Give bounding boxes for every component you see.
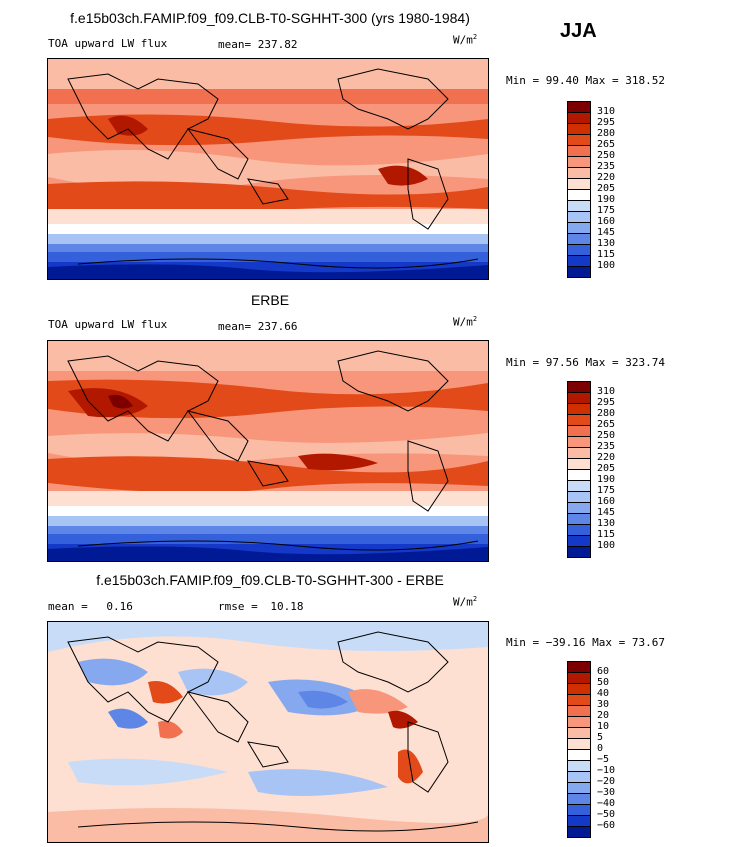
panel2-units: W/m2 [453, 315, 477, 329]
panel2-colorbar: 310 295 280 265 250 235 220 205 190 175 160 145 130 1… [567, 381, 637, 558]
colorbar-tick-label: 190 [597, 194, 616, 205]
panel3-mean: mean = 0.16 [48, 600, 133, 613]
panel1-mean-value: 237.82 [257, 38, 298, 51]
colorbar-tick-label: −10 [597, 765, 616, 776]
panel2-mean-value: 237.66 [257, 320, 298, 333]
panel3-title: f.e15b03ch.FAMIP.f09_f09.CLB-T0-SGHHT-30… [96, 572, 444, 588]
panel2-mean-label: mean= [218, 320, 252, 333]
panel2-variable: TOA upward LW flux [48, 318, 168, 331]
colorbar-tick-label: 220 [597, 172, 616, 183]
colorbar-tick-label: 30 [597, 699, 610, 710]
colorbar-tick-label: 235 [597, 161, 616, 172]
panel2-map-svg [48, 341, 488, 561]
colorbar-tick-label: 295 [597, 117, 616, 128]
colorbar-tick-label: 130 [597, 238, 616, 249]
panel3-rmse-value: 10.18 [270, 600, 304, 613]
colorbar-swatch [567, 826, 591, 838]
panel3-map [47, 621, 489, 843]
colorbar-tick-label: 205 [597, 463, 616, 474]
colorbar-tick-label: 250 [597, 150, 616, 161]
units-exp: 2 [472, 595, 478, 603]
colorbar-tick-label: 100 [597, 260, 616, 271]
colorbar-tick-label: 10 [597, 721, 610, 732]
colorbar-tick-label: 115 [597, 529, 616, 540]
colorbar-tick-label: 205 [597, 183, 616, 194]
panel2-mean: mean= 237.66 [218, 320, 298, 333]
colorbar-tick-label: 280 [597, 408, 616, 419]
colorbar-swatch [567, 266, 591, 278]
colorbar-tick-label: 50 [597, 677, 610, 688]
panel1-units: W/m2 [453, 33, 477, 47]
panel3-mean-label: mean = [48, 600, 88, 613]
panel3-minmax: Min = −39.16 Max = 73.67 [506, 636, 665, 649]
colorbar-tick-label: −50 [597, 809, 616, 820]
colorbar-tick-label: −5 [597, 754, 610, 765]
colorbar-tick-label: 265 [597, 419, 616, 430]
panel1-title: f.e15b03ch.FAMIP.f09_f09.CLB-T0-SGHHT-30… [70, 10, 470, 26]
colorbar-tick-label: 175 [597, 205, 616, 216]
units-text: W/m [453, 33, 473, 47]
units-exp: 2 [472, 33, 478, 41]
colorbar-tick-label: −30 [597, 787, 616, 798]
colorbar-tick-label: 100 [597, 540, 616, 551]
colorbar-tick-label: −60 [597, 820, 616, 831]
colorbar-tick-label: 280 [597, 128, 616, 139]
colorbar-tick-label: 160 [597, 216, 616, 227]
panel1-mean-label: mean= [218, 38, 252, 51]
colorbar-tick-label: 115 [597, 249, 616, 260]
panel2-map [47, 340, 489, 562]
colorbar-tick-label: 160 [597, 496, 616, 507]
colorbar-tick-label: 5 [597, 732, 604, 743]
colorbar-tick-label: 60 [597, 666, 610, 677]
panel3-mean-value: 0.16 [106, 600, 133, 613]
colorbar-tick-label: −20 [597, 776, 616, 787]
colorbar-tick-label: 250 [597, 430, 616, 441]
colorbar-tick-label: 190 [597, 474, 616, 485]
colorbar-tick-label: 295 [597, 397, 616, 408]
colorbar-tick-label: 310 [597, 386, 616, 397]
panel3-map-svg [48, 622, 488, 842]
colorbar-tick-label: 310 [597, 106, 616, 117]
units-exp: 2 [472, 315, 478, 323]
units-text: W/m [453, 595, 473, 609]
colorbar-tick-label: 175 [597, 485, 616, 496]
colorbar-tick-label: 235 [597, 441, 616, 452]
colorbar-tick-label: 0 [597, 743, 604, 754]
colorbar-tick-label: 265 [597, 139, 616, 150]
panel1-mean: mean= 237.82 [218, 38, 298, 51]
colorbar-tick-label: 220 [597, 452, 616, 463]
colorbar-tick-label: 20 [597, 710, 610, 721]
colorbar-tick-label: −40 [597, 798, 616, 809]
season-label: JJA [560, 20, 597, 42]
panel1-colorbar: 310 295 280 265 250 235 220 205 190 175 160 145 130 1… [567, 101, 637, 278]
colorbar-tick-label: 145 [597, 227, 616, 238]
panel2-title: ERBE [250, 292, 290, 308]
panel1-variable: TOA upward LW flux [48, 37, 168, 50]
panel1-minmax: Min = 99.40 Max = 318.52 [506, 74, 665, 87]
units-text: W/m [453, 315, 473, 329]
colorbar-swatch [567, 546, 591, 558]
panel2-minmax: Min = 97.56 Max = 323.74 [506, 356, 665, 369]
panel1-map [47, 58, 489, 280]
colorbar-tick-label: 145 [597, 507, 616, 518]
panel3-rmse-label: rmse = [218, 600, 258, 613]
panel1-map-svg [48, 59, 488, 279]
colorbar-tick-label: 40 [597, 688, 610, 699]
colorbar-tick-label: 130 [597, 518, 616, 529]
panel3-units: W/m2 [453, 595, 477, 609]
panel3-colorbar: 60 50 40 30 20 10 5 0 −5 −10 −20 −30 −40 −50 −60 [567, 661, 637, 838]
panel3-rmse: rmse = 10.18 [218, 600, 304, 613]
